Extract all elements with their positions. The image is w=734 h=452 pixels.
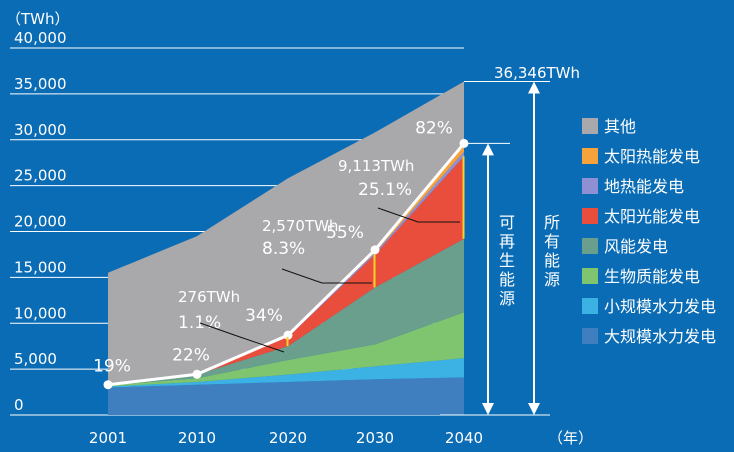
- y-tick-label: 25,000: [14, 167, 67, 185]
- renewable-share-label: 22%: [172, 345, 210, 365]
- renewable-bracket-label-char: 生: [499, 251, 515, 270]
- y-tick-label: 35,000: [14, 75, 67, 93]
- legend-label: 生物质能发电: [604, 267, 700, 286]
- renewable-point: [283, 330, 293, 340]
- legend-swatch: [582, 238, 598, 254]
- legend-label: 地热能发电: [604, 177, 684, 196]
- solar-share-label: 1.1%: [178, 313, 221, 333]
- x-tick-labels: 2001 2010 2020 2030 2040: [89, 429, 483, 447]
- x-unit-label: （年）: [548, 429, 593, 447]
- x-tick-label: 2010: [178, 429, 216, 447]
- y-tick-label: 5,000: [14, 350, 57, 368]
- legend-swatch: [582, 298, 598, 314]
- legend-swatch: [582, 178, 598, 194]
- solar-amount-label: 9,113TWh: [338, 157, 414, 175]
- legend-label: 小规模水力发电: [604, 297, 716, 316]
- renewable-share-line: 19% 22% 34% 55% 82%: [93, 118, 469, 390]
- renewable-arrow-head: [482, 403, 494, 415]
- y-tick-label: 30,000: [14, 121, 67, 139]
- all-energy-bracket-label-char: 有: [544, 232, 560, 251]
- legend-label: 太阳热能发电: [604, 147, 700, 166]
- y-tick-labels: 0 5,000 10,000 15,000 20,000 25,000 30,000 35,0…: [14, 29, 67, 414]
- renewable-bracket-label-char: 可: [499, 213, 515, 232]
- renewable-point: [459, 138, 469, 148]
- renewable-bracket-label-char: 能: [499, 270, 515, 289]
- solar-amount-label: 2,570TWh: [262, 217, 338, 235]
- all-energy-bracket-label-char: 源: [544, 270, 560, 289]
- legend-label: 风能发电: [604, 237, 668, 256]
- renewable-share-label: 55%: [326, 223, 364, 243]
- area-大规模水力发电: [108, 377, 464, 415]
- x-tick-label: 2040: [445, 429, 483, 447]
- legend: 其他太阳热能发电地热能发电太阳光能发电风能发电生物质能发电小规模水力发电大规模水…: [582, 117, 716, 346]
- total-arrow-head: [528, 403, 540, 415]
- renewable-bracket-label-char: 源: [499, 289, 515, 308]
- y-tick-label: 0: [14, 396, 24, 414]
- area-风能发电: [108, 238, 464, 386]
- area-小规模水力发电: [108, 358, 464, 388]
- solar-share-label: 8.3%: [262, 239, 305, 259]
- legend-swatch: [582, 208, 598, 224]
- all-energy-bracket-label-char: 所: [544, 213, 560, 232]
- solar-callouts: 276TWh 1.1% 2,570TWh 8.3% 9,113TWh 25.1%: [178, 156, 465, 353]
- solar-share-label: 25.1%: [358, 180, 412, 200]
- y-tick-label: 20,000: [14, 213, 67, 231]
- legend-label: 其他: [604, 117, 636, 136]
- legend-swatch: [582, 148, 598, 164]
- renewable-share-label: 82%: [415, 118, 453, 138]
- renewable-bracket-label-char: 再: [499, 232, 515, 251]
- area-生物质能发电: [108, 312, 464, 387]
- renewable-share-label: 19%: [93, 357, 131, 377]
- y-tick-label: 40,000: [14, 29, 67, 47]
- legend-label: 太阳光能发电: [604, 207, 700, 226]
- x-tick-label: 2020: [269, 429, 307, 447]
- solar-leader-line: [377, 207, 460, 223]
- legend-label: 大规模水力发电: [604, 327, 716, 346]
- all-energy-bracket-label-char: 能: [544, 251, 560, 270]
- renewable-point: [103, 380, 113, 390]
- solar-leader-line: [281, 268, 372, 284]
- x-tick-label: 2001: [89, 429, 127, 447]
- renewable-share-label: 34%: [245, 306, 283, 326]
- legend-swatch: [582, 268, 598, 284]
- y-unit-label: （TWh）: [6, 10, 70, 28]
- solar-amount-label: 276TWh: [178, 288, 240, 306]
- total-label: 36,346TWh: [494, 64, 580, 82]
- renewable-point: [370, 245, 380, 255]
- renewable-arrow-head: [482, 143, 494, 156]
- y-tick-label: 10,000: [14, 304, 67, 322]
- legend-swatch: [582, 328, 598, 344]
- area-其他: [108, 81, 464, 385]
- x-tick-label: 2030: [356, 429, 394, 447]
- renewable-point: [192, 369, 202, 379]
- total-arrow-head: [528, 81, 540, 94]
- y-tick-label: 15,000: [14, 258, 67, 276]
- legend-swatch: [582, 118, 598, 134]
- solar-leader-line: [199, 322, 285, 353]
